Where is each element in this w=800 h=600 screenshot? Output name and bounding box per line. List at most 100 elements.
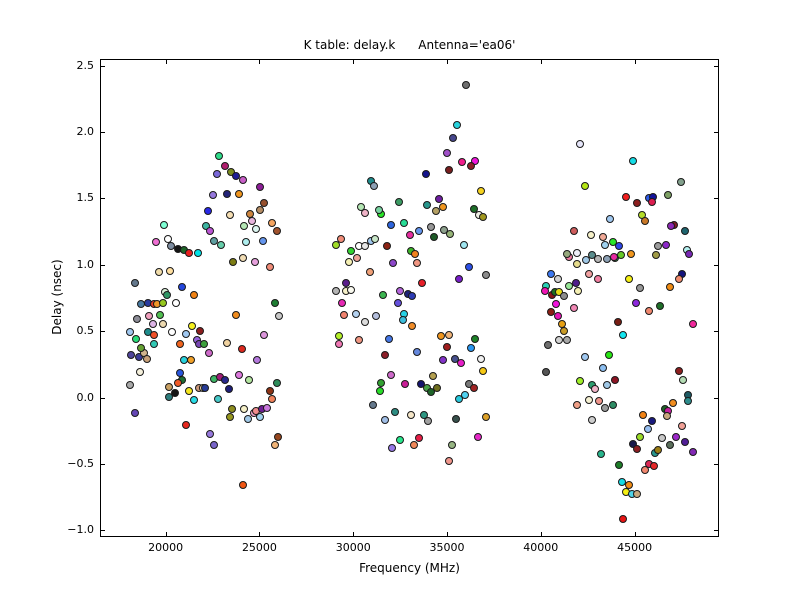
x-tick [165,532,167,536]
data-point [275,312,284,321]
data-point [655,301,664,310]
data-point [260,330,269,339]
data-point [226,211,235,220]
data-point [576,377,585,386]
data-point [338,298,347,307]
data-point [368,401,377,410]
data-point [234,190,243,199]
y-tick-label: 0.0 [76,390,95,404]
data-point [681,227,690,236]
data-point [648,198,657,207]
data-point [347,285,356,294]
data-point [405,231,414,240]
data-point [459,240,468,249]
data-point [360,317,369,326]
data-point [265,386,274,395]
x-tick-top [540,60,542,64]
data-point [187,321,196,330]
data-point [201,383,210,392]
data-point [387,443,396,452]
data-point [144,312,153,321]
y-tick [101,198,105,200]
data-point [654,446,663,455]
x-tick [540,532,542,536]
data-point [424,417,433,426]
data-point [598,232,607,241]
data-point [126,381,135,390]
data-point [270,441,279,450]
data-point [553,275,562,284]
data-point [228,405,237,414]
data-point [639,410,648,419]
data-point [149,340,158,349]
data-point [563,336,572,345]
data-point [158,298,167,307]
data-point [453,121,462,130]
y-tick-label: 2.0 [76,125,95,139]
data-point [478,366,487,375]
data-point [461,81,470,90]
data-point [573,248,582,257]
data-point [574,287,583,296]
data-point [203,207,212,216]
data-point [626,249,635,258]
y-tick-right [714,65,718,67]
data-point [185,386,194,395]
data-point [571,279,580,288]
y-tick [101,132,105,134]
data-point [444,456,453,465]
data-point [595,397,603,406]
data-point [171,389,180,398]
data-point [232,171,241,180]
y-tick-right [714,198,718,200]
data-point [551,300,560,309]
data-point [148,320,157,329]
data-point [466,344,475,353]
data-point [427,387,436,396]
data-point [613,317,622,326]
data-point [396,435,405,444]
data-point [476,354,485,363]
data-point [411,249,420,258]
data-point [352,309,361,318]
data-point [569,304,578,313]
data-point [614,460,623,469]
data-point [354,336,363,345]
data-point [265,263,274,272]
data-point [434,195,443,204]
data-point [417,279,426,288]
data-point [193,248,202,257]
data-point [182,421,191,430]
data-point [384,334,393,343]
data-point [247,216,256,225]
data-point [225,385,234,394]
data-point [447,441,456,450]
data-point [238,253,247,262]
data-point [149,330,158,339]
data-point [457,358,466,367]
data-point [332,240,341,249]
data-point [238,175,247,184]
data-point [588,415,597,424]
data-point [674,275,683,284]
data-point [273,227,282,236]
data-point [242,237,251,246]
data-point [636,433,645,442]
data-point [643,425,652,434]
data-point [664,191,673,200]
data-point [576,139,585,148]
data-point [131,334,140,343]
data-point [677,422,686,431]
data-point [681,438,690,447]
y-tick-label: 0.5 [76,324,95,338]
data-point [427,223,436,232]
data-point [245,375,254,384]
data-point [210,441,219,450]
data-point [234,370,243,379]
data-point [584,269,593,278]
data-point [407,410,416,419]
data-point [164,382,173,391]
data-point [622,192,631,201]
data-point [155,268,164,277]
data-point [400,379,409,388]
